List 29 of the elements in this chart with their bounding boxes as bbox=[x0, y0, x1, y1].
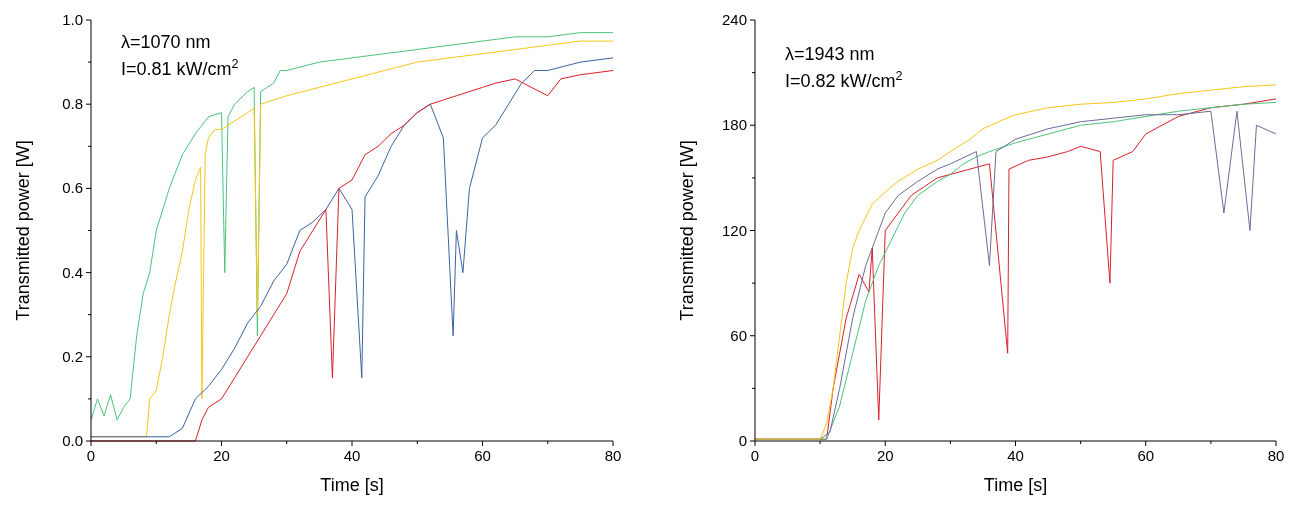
x-tick-label: 60 bbox=[474, 447, 491, 464]
x-tick-label: 20 bbox=[213, 447, 230, 464]
y-tick-label: 120 bbox=[721, 221, 747, 239]
x-axis-title: Time [s] bbox=[983, 475, 1048, 495]
y-tick-label: 180 bbox=[721, 116, 747, 134]
x-tick-label: 40 bbox=[343, 447, 361, 464]
x-tick-label: 60 bbox=[1137, 447, 1155, 464]
x-axis-title: Time [s] bbox=[320, 475, 384, 495]
x-tick-label: 0 bbox=[750, 447, 760, 464]
y-tick-label: 0.4 bbox=[62, 263, 83, 281]
y-tick-label: 0 bbox=[738, 432, 747, 449]
annotation: λ=1943 nm bbox=[785, 44, 875, 64]
y-axis-title: Transmitted power [W] bbox=[13, 140, 33, 321]
y-tick-label: 60 bbox=[730, 326, 747, 344]
x-tick-label: 80 bbox=[604, 447, 622, 464]
y-tick-label: 240 bbox=[721, 11, 747, 28]
annotation: I=0.82 kW/cm$^{2}$ bbox=[785, 69, 903, 91]
y-tick-label: 0.2 bbox=[62, 347, 83, 365]
x-tick-label: 0 bbox=[86, 447, 96, 464]
x-tick-label: 80 bbox=[1267, 447, 1285, 464]
annotation: λ=1070 nm bbox=[121, 32, 211, 52]
y-axis-title: Transmitted power [W] bbox=[677, 140, 697, 321]
annotation: I=0.81 kW/cm$^{2}$ bbox=[121, 57, 239, 79]
y-tick-label: 0.0 bbox=[62, 432, 83, 449]
x-tick-label: 40 bbox=[1007, 447, 1024, 464]
y-tick-label: 1.0 bbox=[62, 11, 83, 28]
x-tick-label: 20 bbox=[876, 447, 894, 464]
y-tick-label: 0.6 bbox=[62, 179, 83, 197]
y-tick-label: 0.8 bbox=[62, 95, 83, 113]
